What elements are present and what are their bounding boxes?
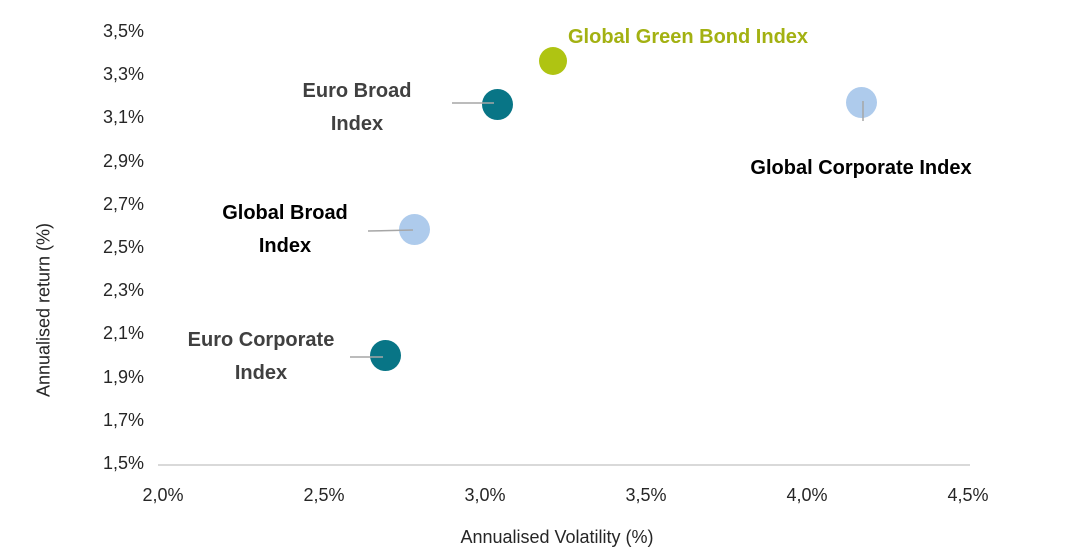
point-label: Global Broad Index	[222, 202, 348, 257]
y-tick-label: 2,5%	[102, 237, 144, 257]
y-tick-label: 1,5%	[102, 453, 144, 473]
point-label: Euro Broad Index	[302, 80, 412, 135]
data-point-dot	[846, 86, 878, 118]
x-tick-label: 4,0%	[786, 485, 828, 505]
data-point-dot	[482, 88, 514, 120]
y-tick-label: 3,1%	[102, 107, 144, 128]
data-point-dot	[369, 339, 401, 371]
y-tick-label: 2,3%	[102, 280, 144, 301]
x-axis-title: Annualised Volatility (%)	[460, 527, 654, 547]
y-tick-label: 2,9%	[102, 150, 144, 171]
point-label: Euro Corporate Index	[187, 329, 335, 384]
x-axis-line	[158, 464, 970, 466]
x-tick-label: 2,5%	[303, 485, 345, 505]
data-point-dot	[398, 214, 430, 246]
x-tick-label: 4,5%	[947, 485, 989, 505]
point-label: Global Green Bond Index	[568, 26, 809, 48]
y-tick-label: 2,7%	[102, 193, 144, 214]
point-label: Global Corporate Index	[750, 157, 972, 179]
y-tick-label: 3,3%	[102, 64, 144, 85]
y-tick-label: 1,9%	[102, 366, 144, 387]
x-tick-label: 3,0%	[464, 485, 506, 505]
y-axis-title: Annualised return (%)	[33, 222, 54, 398]
y-tick-label: 2,1%	[102, 323, 144, 344]
y-tick-label: 1,7%	[102, 409, 144, 430]
data-point-dot	[538, 47, 567, 76]
x-tick-label: 3,5%	[625, 485, 667, 505]
y-tick-label: 3,5%	[102, 21, 144, 41]
x-tick-label: 2,0%	[142, 485, 184, 505]
